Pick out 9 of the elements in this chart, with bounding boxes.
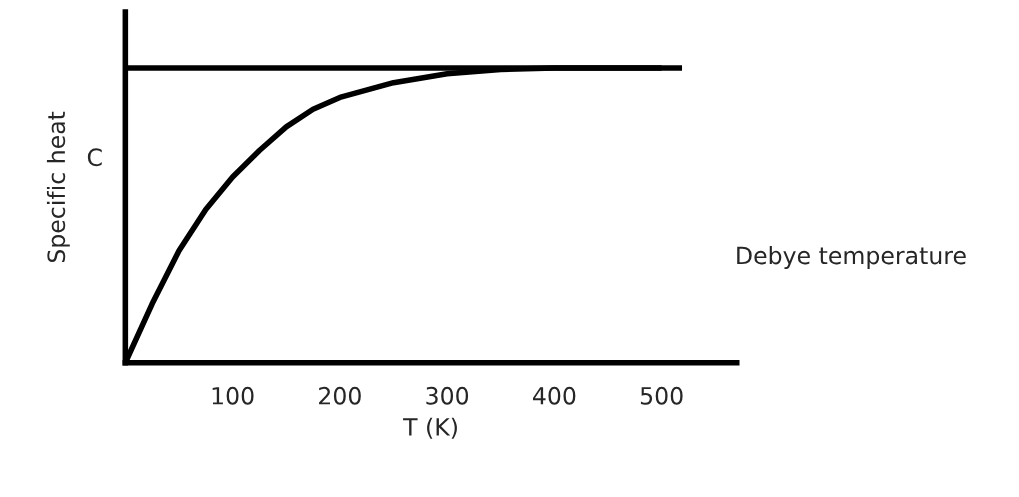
text: Debye temperature (737, 246, 966, 269)
text: C (87, 148, 102, 167)
x-tick-label: 300 (426, 386, 469, 405)
x-tick-label: 200 (319, 386, 361, 405)
x-tick-label: 400 (533, 386, 576, 405)
x-tick-label: 100 (212, 386, 254, 405)
y-axis-title: Specific heat (46, 111, 70, 263)
x-tick-label: 500 (640, 386, 683, 405)
x-axis-title: T (K) (403, 417, 457, 439)
